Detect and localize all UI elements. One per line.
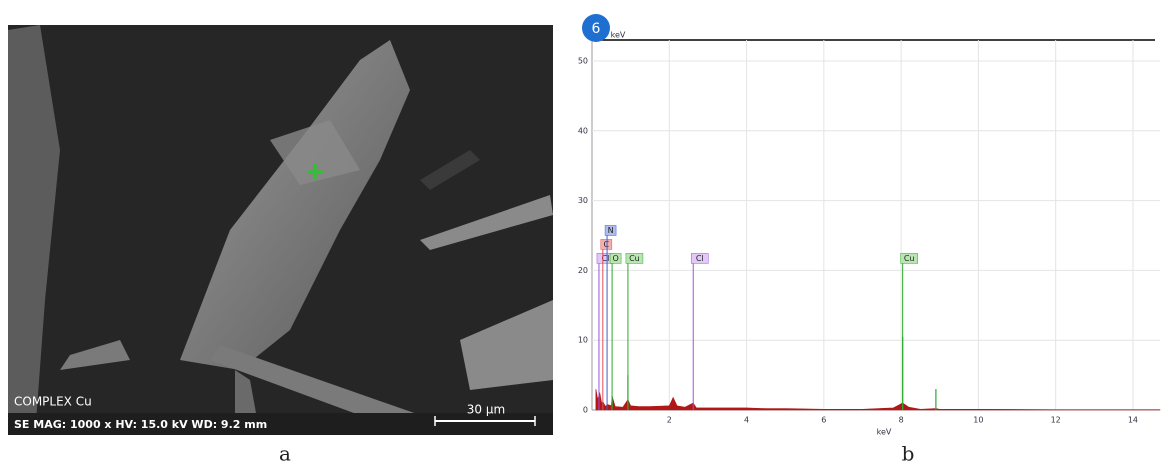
figure-svg: COMPLEX Cu SE MAG: 1000 x HV: 15.0 kV WD… (0, 0, 1163, 463)
x-tick-label: 4 (744, 416, 749, 425)
x-tick-label: 6 (821, 416, 826, 425)
element-label: O (612, 254, 618, 263)
x-tick-label: 14 (1128, 416, 1138, 425)
element-label: C (604, 240, 610, 249)
sample-label: COMPLEX Cu (14, 395, 92, 409)
element-label: N (608, 226, 614, 235)
scale-bar-label: 30 µm (467, 403, 505, 417)
element-label: Cu (904, 254, 915, 263)
figure: COMPLEX Cu SE MAG: 1000 x HV: 15.0 kV WD… (0, 0, 1163, 463)
element-label: Cu (629, 254, 640, 263)
info-bar: SE MAG: 1000 x HV: 15.0 kV WD: 9.2 mm (14, 418, 267, 431)
y-unit: keV (611, 31, 626, 40)
y-tick-label: 50 (578, 56, 588, 65)
y-tick-label: 30 (578, 196, 588, 205)
x-tick-label: 2 (667, 416, 672, 425)
y-tick-label: 20 (578, 266, 588, 275)
x-axis-label: keV (877, 428, 892, 437)
badge-label: 6 (592, 21, 601, 37)
caption: a (279, 442, 291, 463)
spectrum-area (596, 389, 1160, 410)
element-label: Cl (696, 254, 704, 263)
x-tick-label: 8 (899, 416, 904, 425)
y-tick-label: 10 (578, 336, 588, 345)
sem-image (8, 25, 553, 435)
y-tick-label: 40 (578, 126, 588, 135)
y-tick-label: 0 (583, 406, 588, 415)
x-tick-label: 10 (973, 416, 983, 425)
x-tick-label: 12 (1051, 416, 1061, 425)
caption: b (902, 442, 915, 463)
